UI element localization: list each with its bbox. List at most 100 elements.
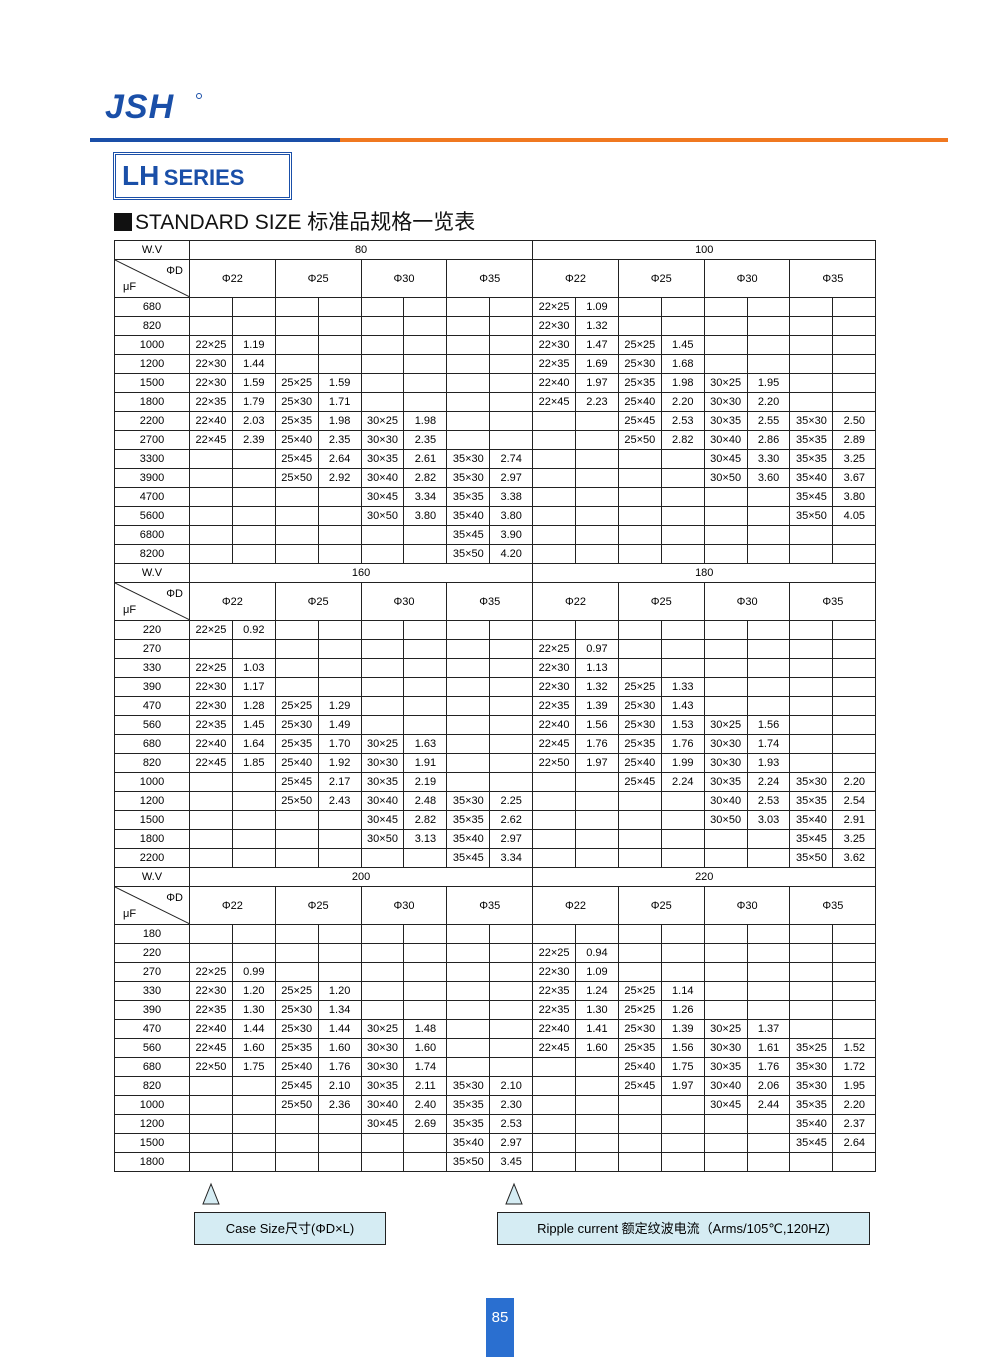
- empty-cell: [489, 620, 534, 640]
- ripple-current: 2.35: [403, 430, 448, 450]
- case-size: 22×25: [189, 620, 233, 640]
- empty-cell: [360, 354, 405, 374]
- empty-cell: [703, 335, 748, 355]
- wv-label: W.V: [114, 240, 190, 260]
- case-size: 30×25: [360, 734, 405, 754]
- case-size: 25×30: [617, 354, 662, 374]
- empty-cell: [575, 544, 619, 564]
- data-row: 470 22×30 1.28 25×25 1.29 22×35 1.39 25×30 1.43: [114, 696, 877, 716]
- ripple-current: 4.05: [832, 506, 877, 526]
- empty-cell: [360, 696, 405, 716]
- data-row: 1800 22×35 1.79 25×30 1.71 22×45 2.23 25×40 2.20…: [114, 392, 877, 412]
- ripple-current: 1.43: [660, 696, 705, 716]
- empty-cell: [231, 791, 276, 811]
- case-size: 30×30: [360, 1057, 405, 1077]
- data-row: 2200 22×40 2.03 25×35 1.98 30×25 1.98 25×45 2.53…: [114, 411, 877, 431]
- empty-cell: [274, 848, 319, 868]
- empty-cell: [789, 753, 834, 773]
- capacitance: 1800: [114, 1152, 190, 1172]
- empty-cell: [789, 525, 834, 545]
- empty-cell: [360, 620, 405, 640]
- empty-cell: [446, 392, 491, 412]
- wv-value: 100: [532, 240, 877, 260]
- ripple-current: 1.32: [575, 677, 619, 697]
- empty-cell: [403, 715, 448, 735]
- empty-cell: [189, 1114, 233, 1134]
- ripple-current: 1.97: [575, 373, 619, 393]
- data-row: 1500 30×45 2.82 35×35 2.62 30×50 3.03 35×40 2.91: [114, 810, 877, 830]
- case-size: 25×25: [274, 373, 319, 393]
- empty-cell: [532, 810, 577, 830]
- case-size: 22×45: [189, 753, 233, 773]
- case-size: 30×30: [360, 1038, 405, 1058]
- empty-cell: [575, 810, 619, 830]
- empty-cell: [231, 468, 276, 488]
- case-size: 35×35: [789, 449, 834, 469]
- data-row: 3300 25×45 2.64 30×35 2.61 35×30 2.74 30×45 3.30…: [114, 449, 877, 469]
- case-size: 35×30: [446, 1076, 491, 1096]
- ripple-current: 1.61: [746, 1038, 791, 1058]
- empty-cell: [789, 1019, 834, 1039]
- empty-cell: [317, 810, 362, 830]
- empty-cell: [746, 1114, 791, 1134]
- empty-cell: [317, 658, 362, 678]
- empty-cell: [317, 487, 362, 507]
- capacitance: 470: [114, 1019, 190, 1039]
- wv-value: 180: [532, 563, 877, 583]
- empty-cell: [274, 335, 319, 355]
- empty-cell: [317, 943, 362, 963]
- empty-cell: [317, 677, 362, 697]
- empty-cell: [575, 1095, 619, 1115]
- ripple-current: 2.61: [403, 449, 448, 469]
- ripple-current: 1.09: [575, 962, 619, 982]
- ripple-current: 1.74: [403, 1057, 448, 1077]
- ripple-current: 3.34: [403, 487, 448, 507]
- empty-cell: [832, 943, 877, 963]
- ripple-current: 3.30: [746, 449, 791, 469]
- empty-cell: [403, 981, 448, 1001]
- empty-cell: [446, 316, 491, 336]
- case-size: 22×30: [532, 316, 577, 336]
- empty-cell: [660, 297, 705, 317]
- empty-cell: [575, 449, 619, 469]
- case-size: 30×35: [703, 772, 748, 792]
- empty-cell: [660, 449, 705, 469]
- empty-cell: [446, 1000, 491, 1020]
- empty-cell: [446, 753, 491, 773]
- case-size: 22×35: [532, 1000, 577, 1020]
- data-row: 1200 30×45 2.69 35×35 2.53 35×40 2.37: [114, 1114, 877, 1134]
- case-size: 35×45: [789, 1133, 834, 1153]
- case-size: 35×35: [446, 1114, 491, 1134]
- empty-cell: [789, 354, 834, 374]
- ripple-current: 4.20: [489, 544, 534, 564]
- ripple-current: 1.30: [231, 1000, 276, 1020]
- data-row: 1500 35×40 2.97 35×45 2.64: [114, 1133, 877, 1153]
- case-size: 35×45: [446, 848, 491, 868]
- empty-cell: [660, 1095, 705, 1115]
- ripple-current: 2.48: [403, 791, 448, 811]
- empty-cell: [274, 506, 319, 526]
- data-row: 6800 35×45 3.90: [114, 525, 877, 545]
- case-size: 25×25: [274, 696, 319, 716]
- capacitance: 1000: [114, 1095, 190, 1115]
- empty-cell: [317, 335, 362, 355]
- empty-cell: [532, 848, 577, 868]
- empty-cell: [746, 544, 791, 564]
- uf-label: μF: [123, 604, 137, 616]
- ripple-current: 1.68: [660, 354, 705, 374]
- case-size: 22×45: [189, 430, 233, 450]
- empty-cell: [231, 1133, 276, 1153]
- empty-cell: [532, 506, 577, 526]
- case-size: 22×40: [189, 1019, 233, 1039]
- empty-cell: [617, 1133, 662, 1153]
- data-row: 820 25×45 2.10 30×35 2.11 35×30 2.10 25×45 1.97 3…: [114, 1076, 877, 1096]
- data-row: 390 22×35 1.30 25×30 1.34 22×35 1.30 25×25 1.26: [114, 1000, 877, 1020]
- ripple-current: 1.91: [403, 753, 448, 773]
- empty-cell: [575, 1114, 619, 1134]
- case-size: 35×50: [789, 848, 834, 868]
- empty-cell: [360, 924, 405, 944]
- case-size: 35×30: [789, 411, 834, 431]
- case-size: 35×45: [789, 829, 834, 849]
- data-row: 1000 25×45 2.17 30×35 2.19 25×45 2.24 30×35 2.24…: [114, 772, 877, 792]
- capacitance: 1200: [114, 1114, 190, 1134]
